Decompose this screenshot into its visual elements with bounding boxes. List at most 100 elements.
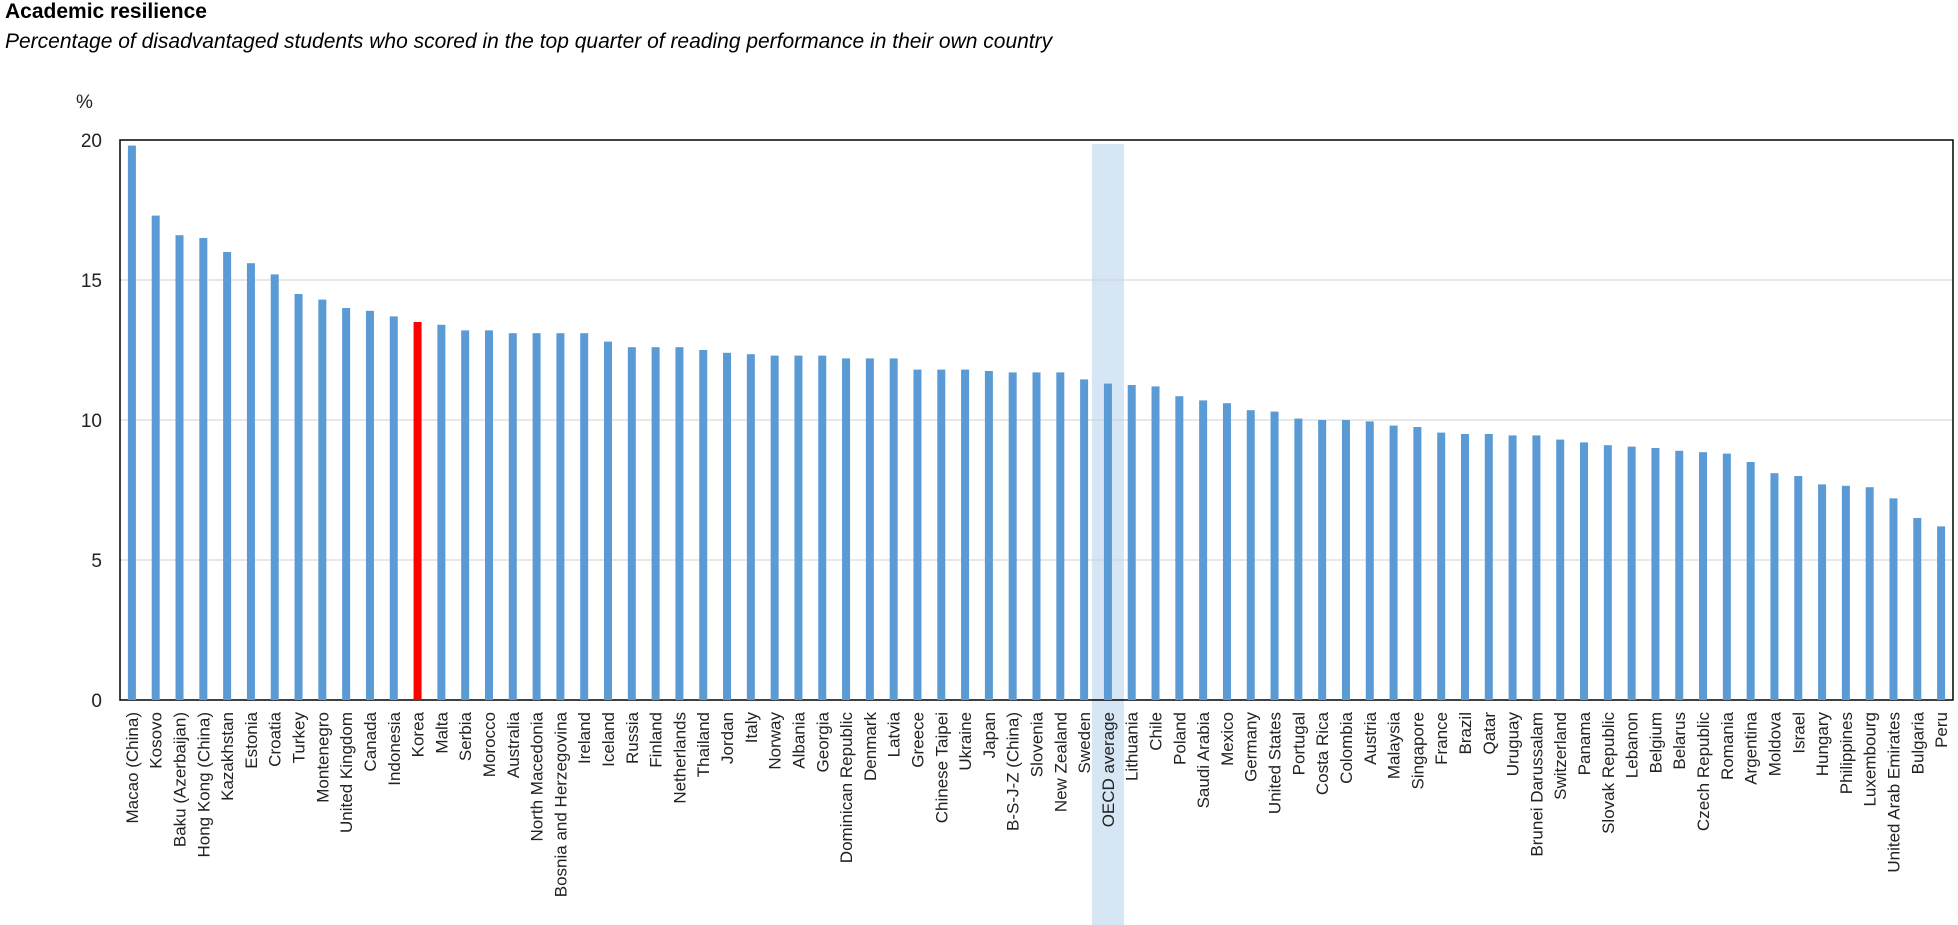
x-tick-label: Montenegro: [313, 712, 332, 803]
bar-georgia: [818, 355, 827, 700]
x-tick-label: Brunei Darussalam: [1527, 712, 1546, 857]
bar-estonia: [246, 263, 255, 700]
bar-morocco: [484, 330, 493, 700]
x-tick-label: Switzerland: [1551, 712, 1570, 800]
x-tick-label: Latvia: [885, 711, 904, 757]
x-tick-label: Slovak Republic: [1599, 712, 1618, 834]
x-tick-label: Lithuania: [1123, 711, 1142, 781]
bar-north-macedonia: [532, 333, 541, 700]
bar-costa-rica: [1318, 420, 1327, 700]
x-tick-label: Sweden: [1075, 712, 1094, 773]
x-tick-label: Saudi Arabia: [1194, 711, 1213, 808]
bar-qatar: [1484, 434, 1493, 700]
x-tick-label: Austria: [1361, 711, 1380, 764]
bar-norway: [770, 355, 779, 700]
bar-croatia: [270, 274, 279, 700]
x-tick-label: Czech Republic: [1694, 712, 1713, 832]
x-tick-label: United Kingdom: [337, 712, 356, 833]
bar-mexico: [1222, 403, 1231, 700]
bar-canada: [365, 310, 374, 700]
x-tick-label: Hungary: [1813, 712, 1832, 777]
x-tick-label: Chinese Taipei: [932, 712, 951, 823]
bar-romania: [1722, 453, 1731, 700]
bar-slovak-republic: [1603, 445, 1612, 700]
x-tick-label: United Arab Emirates: [1884, 712, 1903, 873]
bar-singapore: [1413, 427, 1422, 700]
bar-dominican-republic: [842, 358, 851, 700]
x-tick-label: Belgium: [1646, 712, 1665, 773]
x-tick-label: Morocco: [480, 712, 499, 777]
bar-israel: [1794, 476, 1803, 700]
bar-greece: [913, 369, 922, 700]
y-tick-label: 0: [91, 691, 102, 712]
bar-finland: [651, 347, 660, 700]
bar-austria: [1365, 421, 1374, 700]
x-tick-label: Bosnia and Herzegovina: [551, 711, 570, 897]
x-tick-label: Greece: [908, 712, 927, 768]
x-tick-label: Panama: [1575, 711, 1594, 775]
bar-luxembourg: [1865, 487, 1874, 700]
bar-saudi-arabia: [1199, 400, 1208, 700]
bar-korea: [413, 322, 422, 700]
x-tick-label: Dominican Republic: [837, 712, 856, 864]
bar-oecd-average: [1103, 383, 1112, 700]
x-tick-label: Costa Rica: [1313, 711, 1332, 795]
x-tick-label: Germany: [1242, 712, 1261, 782]
bar-macao-china: [127, 145, 136, 701]
bar-kosovo: [151, 215, 160, 700]
x-tick-label: Kosovo: [147, 712, 166, 769]
bar-denmark: [865, 358, 874, 700]
x-tick-label: OECD average: [1099, 712, 1118, 827]
bar-chile: [1151, 386, 1160, 700]
x-tick-label: Uruguay: [1504, 712, 1523, 777]
x-tick-label: Serbia: [456, 711, 475, 761]
chart-title: Academic resilience: [5, 0, 207, 23]
x-tick-label: Moldova: [1765, 711, 1784, 776]
bar-albania: [794, 355, 803, 700]
bar-argentina: [1746, 462, 1755, 700]
bar-new-zealand: [1056, 372, 1065, 700]
x-tick-label: Netherlands: [670, 712, 689, 804]
bar-lebanon: [1627, 446, 1636, 700]
bar-chinese-taipei: [937, 369, 946, 700]
bar-united-kingdom: [342, 308, 351, 700]
bar-switzerland: [1556, 439, 1565, 700]
bar-panama: [1580, 442, 1589, 700]
bar-czech-republic: [1699, 452, 1708, 700]
x-tick-label: Albania: [789, 711, 808, 768]
y-tick-label: 10: [81, 411, 102, 432]
x-tick-label: Hong Kong (China): [194, 712, 213, 858]
bar-portugal: [1294, 418, 1303, 700]
bar-hong-kong-china: [199, 238, 208, 700]
bar-kazakhstan: [223, 252, 232, 700]
bar-colombia: [1341, 420, 1350, 700]
x-tick-label: Croatia: [266, 711, 285, 766]
x-tick-label: Singapore: [1408, 712, 1427, 790]
bar-ukraine: [961, 369, 970, 700]
bar-australia: [508, 333, 517, 700]
x-tick-label: Slovenia: [1028, 711, 1047, 777]
x-tick-label: Portugal: [1289, 712, 1308, 775]
bar-united-arab-emirates: [1889, 498, 1898, 700]
x-tick-label: United States: [1266, 712, 1285, 814]
bar-serbia: [461, 330, 470, 700]
x-tick-label: Mexico: [1218, 712, 1237, 766]
x-tick-label: Belarus: [1670, 712, 1689, 770]
x-tick-label: Indonesia: [385, 711, 404, 785]
y-axis-ticks: 0 5 10 15 20: [81, 131, 102, 712]
bar-belarus: [1675, 450, 1684, 700]
x-tick-label: Poland: [1170, 712, 1189, 765]
bar-brunei-darussalam: [1532, 435, 1541, 700]
bar-indonesia: [389, 316, 398, 700]
bar-baku-azerbaijan: [175, 235, 184, 700]
x-tick-label: Peru: [1932, 712, 1951, 748]
x-tick-label: New Zealand: [1051, 712, 1070, 812]
bar-france: [1437, 432, 1446, 700]
x-tick-label: Malaysia: [1385, 711, 1404, 779]
x-tick-label: Iceland: [599, 712, 618, 767]
x-tick-label: Jordan: [718, 712, 737, 764]
bar-sweden: [1080, 379, 1089, 700]
bar-b-s-j-z-china: [1008, 372, 1017, 700]
bar-montenegro: [318, 299, 327, 700]
